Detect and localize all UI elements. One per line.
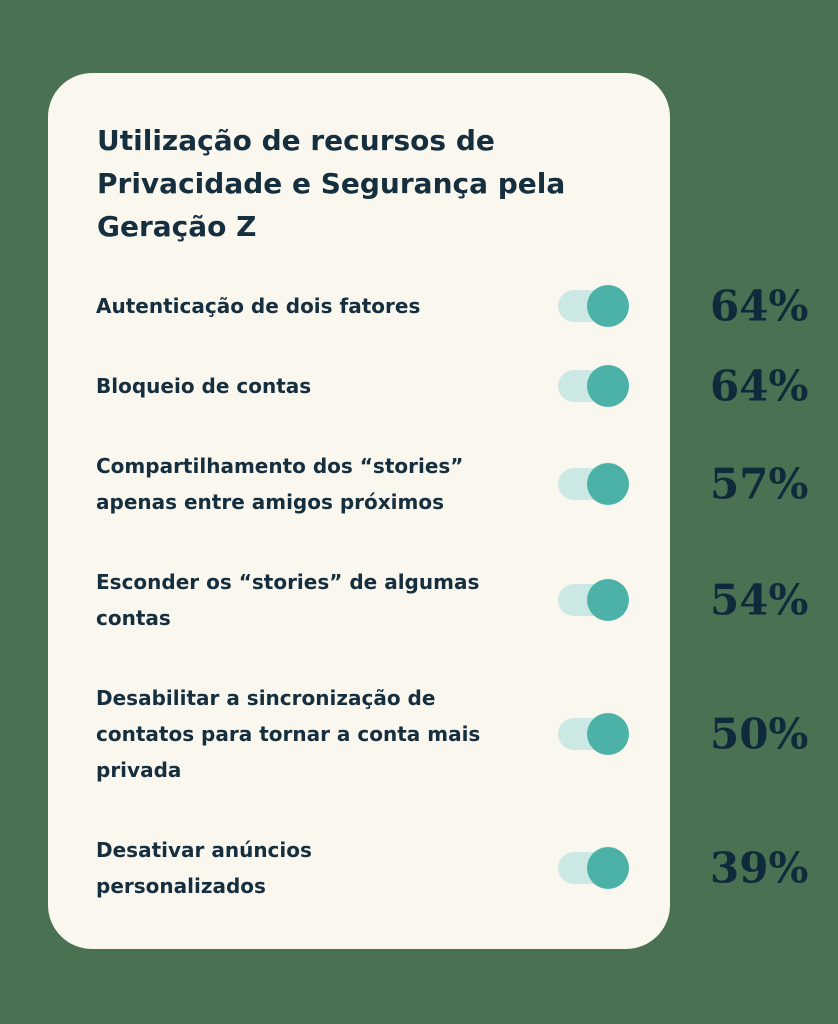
feature-row: Bloqueio de contas 64% bbox=[96, 362, 838, 411]
toggle-switch[interactable] bbox=[558, 847, 629, 889]
feature-label: Compartilhamento dos “stories” apenas ent… bbox=[96, 454, 464, 514]
percentage-value: 54% bbox=[710, 575, 809, 625]
toggle-switch[interactable] bbox=[558, 285, 629, 327]
feature-row: Autenticação de dois fatores 64% bbox=[96, 282, 838, 331]
toggle-switch[interactable] bbox=[558, 579, 629, 621]
toggle-knob bbox=[587, 365, 629, 407]
feature-label: Desativar anúncios personalizados bbox=[96, 838, 312, 898]
feature-label: Desabilitar a sincronização de contatos p… bbox=[96, 686, 481, 782]
toggle-knob bbox=[587, 285, 629, 327]
feature-label: Autenticação de dois fatores bbox=[96, 294, 421, 318]
privacy-features-card: Utilização de recursos de Privacidade e S… bbox=[48, 73, 670, 949]
feature-row: Compartilhamento dos “stories” apenas ent… bbox=[96, 448, 838, 520]
percentage-value: 50% bbox=[710, 709, 809, 759]
feature-rows: Autenticação de dois fatores 64% Bloquei… bbox=[96, 282, 838, 904]
feature-row: Esconder os “stories” de algumas contas 5… bbox=[96, 564, 838, 636]
toggle-knob bbox=[587, 463, 629, 505]
feature-row: Desabilitar a sincronização de contatos p… bbox=[96, 680, 838, 788]
percentage-value: 39% bbox=[710, 843, 809, 893]
toggle-switch[interactable] bbox=[558, 713, 629, 755]
toggle-knob bbox=[587, 713, 629, 755]
card-title: Utilização de recursos de Privacidade e S… bbox=[97, 124, 566, 243]
percentage-value: 57% bbox=[710, 459, 809, 509]
toggle-switch[interactable] bbox=[558, 463, 629, 505]
percentage-value: 64% bbox=[710, 281, 809, 331]
feature-label: Esconder os “stories” de algumas contas bbox=[96, 570, 480, 630]
toggle-switch[interactable] bbox=[558, 365, 629, 407]
toggle-knob bbox=[587, 847, 629, 889]
toggle-knob bbox=[587, 579, 629, 621]
feature-row: Desativar anúncios personalizados 39% bbox=[96, 832, 838, 904]
percentage-value: 64% bbox=[710, 361, 809, 411]
feature-label: Bloqueio de contas bbox=[96, 374, 312, 398]
